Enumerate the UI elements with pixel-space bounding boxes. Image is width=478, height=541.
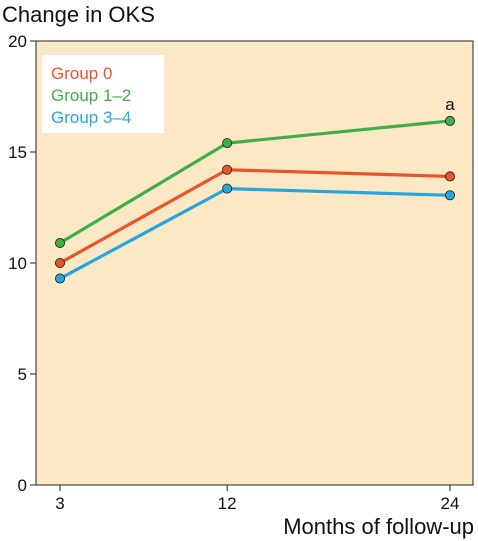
y-tick-label: 20 [8, 32, 27, 51]
data-point [222, 164, 233, 175]
x-tick-label: 3 [55, 494, 64, 513]
legend-entry: Group 1–2 [51, 86, 131, 105]
legend: Group 0 Group 1–2 Group 3–4 [42, 55, 164, 133]
data-point [444, 190, 455, 201]
data-point [55, 257, 66, 268]
data-point [55, 238, 66, 249]
legend-entry: Group 0 [51, 64, 112, 83]
series-2 [55, 115, 455, 249]
y-tick-label: 0 [18, 476, 27, 495]
legend-entry: Group 3–4 [51, 108, 131, 127]
data-point [222, 183, 233, 194]
y-tick-label: 15 [8, 143, 27, 162]
annotation-label: a [445, 95, 455, 114]
data-point [55, 273, 66, 284]
y-tick-label: 5 [18, 365, 27, 384]
x-tick-label: 12 [218, 494, 237, 513]
legend-box [42, 55, 164, 133]
data-point [444, 171, 455, 182]
series-layer [55, 115, 455, 284]
data-point [222, 138, 233, 149]
y-tick-label: 10 [8, 254, 27, 273]
x-tick-label: 24 [441, 494, 460, 513]
series-3 [55, 183, 455, 284]
annotations: a [445, 95, 455, 114]
x-axis: 3 12 24 [55, 485, 459, 513]
series-1 [55, 164, 455, 268]
data-point [444, 115, 455, 126]
y-axis: 0 5 10 15 20 [8, 32, 36, 495]
y-axis-title: Change in OKS [2, 2, 155, 27]
x-axis-title: Months of follow-up [283, 514, 474, 539]
